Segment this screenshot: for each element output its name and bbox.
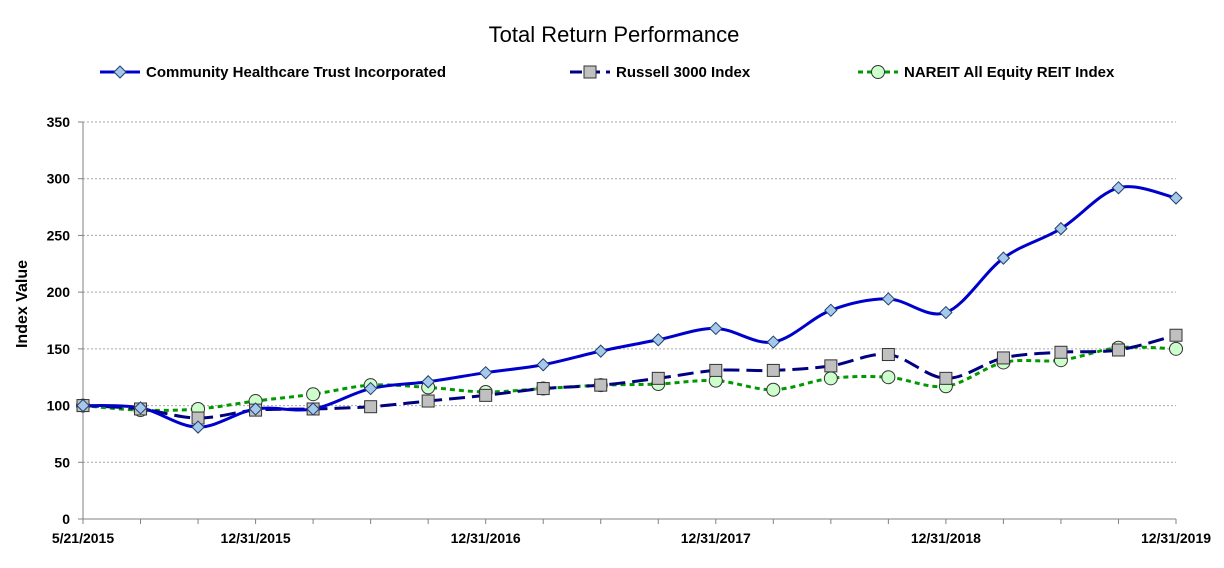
data-point-diamond	[421, 375, 435, 389]
data-point-square	[651, 371, 665, 385]
data-point-diamond	[363, 381, 378, 396]
x-tick-label: 12/31/2015	[221, 530, 291, 546]
series-lines	[82, 185, 1177, 429]
data-point-diamond	[478, 365, 493, 380]
data-point-circle	[306, 387, 321, 402]
legend-label: Community Healthcare Trust Incorporated	[146, 64, 446, 81]
series-line-0	[82, 185, 1177, 429]
y-tick-label: 0	[62, 511, 70, 527]
data-point-diamond	[133, 401, 148, 415]
data-point-diamond	[709, 321, 723, 336]
data-point-square	[709, 363, 723, 377]
data-point-square	[824, 359, 838, 373]
data-point-diamond	[1169, 191, 1183, 205]
data-point-diamond	[191, 420, 205, 434]
data-point-diamond	[76, 398, 90, 413]
data-point-square	[536, 382, 550, 396]
legend-item: Community Healthcare Trust Incorporated	[100, 64, 446, 81]
legend-marker-square	[583, 65, 597, 79]
series-line-2	[82, 345, 1177, 412]
y-axis-title: Index Value	[14, 260, 31, 348]
legend-marker-diamond	[113, 65, 127, 79]
chart-axes	[82, 122, 1176, 520]
data-point-square	[594, 378, 608, 392]
y-tick-label: 250	[47, 227, 71, 243]
data-point-circle	[1169, 341, 1183, 356]
data-point-square	[479, 388, 493, 402]
y-tick-label: 150	[47, 341, 71, 357]
data-point-square	[881, 348, 895, 362]
data-point-square	[766, 363, 780, 377]
x-tick-label: 5/21/2015	[52, 530, 114, 546]
data-point-diamond	[594, 344, 608, 358]
data-point-diamond	[248, 402, 263, 416]
y-tick-label: 50	[54, 454, 70, 470]
data-point-circle	[823, 371, 838, 386]
x-tick-label: 12/31/2016	[451, 530, 521, 546]
y-tick-label: 200	[47, 284, 71, 300]
y-tick-label: 100	[47, 398, 71, 414]
x-axis-ticks: 5/21/2015 12/31/2015 12/31/2016 12/31/2017 1…	[52, 519, 1211, 546]
data-point-circle	[881, 370, 896, 385]
y-tick-label: 350	[47, 114, 71, 130]
data-point-square	[939, 371, 953, 385]
x-tick-label: 12/31/2019	[1141, 530, 1211, 546]
legend-marker-circle	[871, 65, 885, 79]
data-point-diamond	[824, 303, 838, 317]
legend-item: Russell 3000 Index	[570, 64, 751, 81]
data-point-diamond	[881, 292, 896, 306]
chart-title: Total Return Performance	[489, 22, 740, 47]
legend-item: NAREIT All Equity REIT Index	[858, 64, 1115, 81]
data-point-diamond	[939, 305, 953, 320]
data-point-diamond	[651, 333, 665, 347]
data-point-diamond	[996, 251, 1011, 265]
x-tick-label: 12/31/2018	[911, 530, 981, 546]
data-point-square	[1169, 328, 1183, 342]
data-point-square	[364, 400, 378, 414]
data-point-diamond	[766, 335, 781, 349]
data-point-square	[996, 351, 1010, 365]
series-markers	[76, 181, 1183, 434]
data-point-diamond	[536, 358, 550, 372]
legend-label: Russell 3000 Index	[616, 64, 751, 81]
data-point-square	[1054, 345, 1068, 359]
data-point-diamond	[1054, 221, 1068, 236]
data-point-square	[1111, 343, 1125, 357]
data-point-square	[421, 394, 435, 408]
data-point-diamond	[306, 402, 320, 416]
x-tick-label: 12/31/2017	[681, 530, 751, 546]
y-tick-label: 300	[47, 171, 71, 187]
legend-label: NAREIT All Equity REIT Index	[904, 64, 1115, 81]
y-axis-ticks: 0 50 100 150 200 250 300 350	[47, 114, 83, 527]
data-point-circle	[766, 382, 781, 397]
data-point-diamond	[1111, 181, 1126, 195]
chart-legend: Community Healthcare Trust Incorporated R…	[100, 64, 1115, 81]
